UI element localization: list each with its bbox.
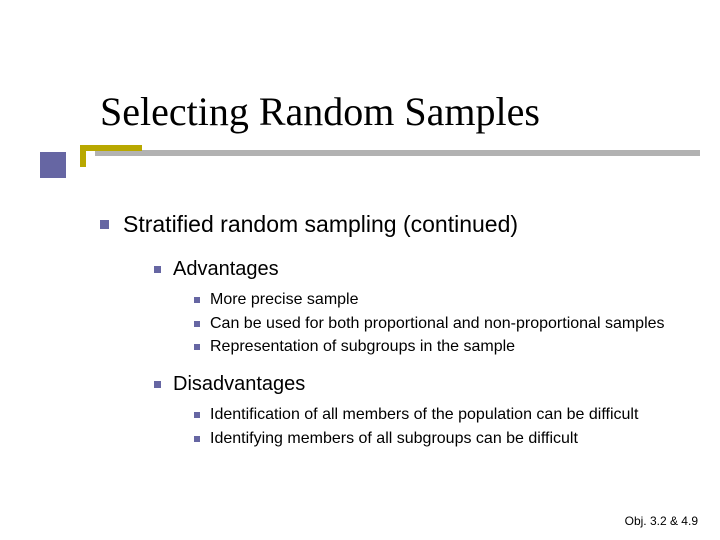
list-item: Stratified random sampling (continued) (100, 210, 690, 239)
lvl3-text: Representation of subgroups in the sampl… (210, 337, 515, 358)
list-item: Can be used for both proportional and no… (194, 314, 690, 335)
lvl3-text: Identification of all members of the pop… (210, 405, 638, 426)
square-bullet-icon (194, 412, 200, 418)
title-container: Selecting Random Samples (100, 88, 700, 135)
footer-objective: Obj. 3.2 & 4.9 (625, 514, 698, 528)
slide-title: Selecting Random Samples (100, 88, 700, 135)
title-accent-box (40, 152, 66, 178)
square-bullet-icon (194, 297, 200, 303)
lvl3-text: More precise sample (210, 290, 359, 311)
lvl3-text: Can be used for both proportional and no… (210, 314, 665, 335)
lvl3-text: Identifying members of all subgroups can… (210, 429, 578, 450)
title-accent-vertical (80, 145, 86, 167)
lvl2-heading: Disadvantages (173, 372, 305, 397)
square-bullet-icon (194, 321, 200, 327)
list-item: Identification of all members of the pop… (194, 405, 690, 426)
square-bullet-icon (194, 436, 200, 442)
list-item: Representation of subgroups in the sampl… (194, 337, 690, 358)
title-underline-gold (80, 145, 142, 151)
title-underline-gray (95, 150, 700, 156)
list-item: Identifying members of all subgroups can… (194, 429, 690, 450)
content-area: Stratified random sampling (continued) A… (100, 210, 690, 453)
lvl3-container: More precise sample Can be used for both… (154, 290, 690, 358)
lvl2-heading: Advantages (173, 257, 279, 282)
square-bullet-icon (154, 381, 161, 388)
list-item: Disadvantages (154, 372, 690, 397)
lvl2-container: Advantages More precise sample Can be us… (100, 257, 690, 450)
list-item: Advantages (154, 257, 690, 282)
lvl1-text: Stratified random sampling (continued) (123, 210, 518, 239)
square-bullet-icon (100, 220, 109, 229)
square-bullet-icon (194, 344, 200, 350)
list-item: More precise sample (194, 290, 690, 311)
square-bullet-icon (154, 266, 161, 273)
lvl3-container: Identification of all members of the pop… (154, 405, 690, 450)
